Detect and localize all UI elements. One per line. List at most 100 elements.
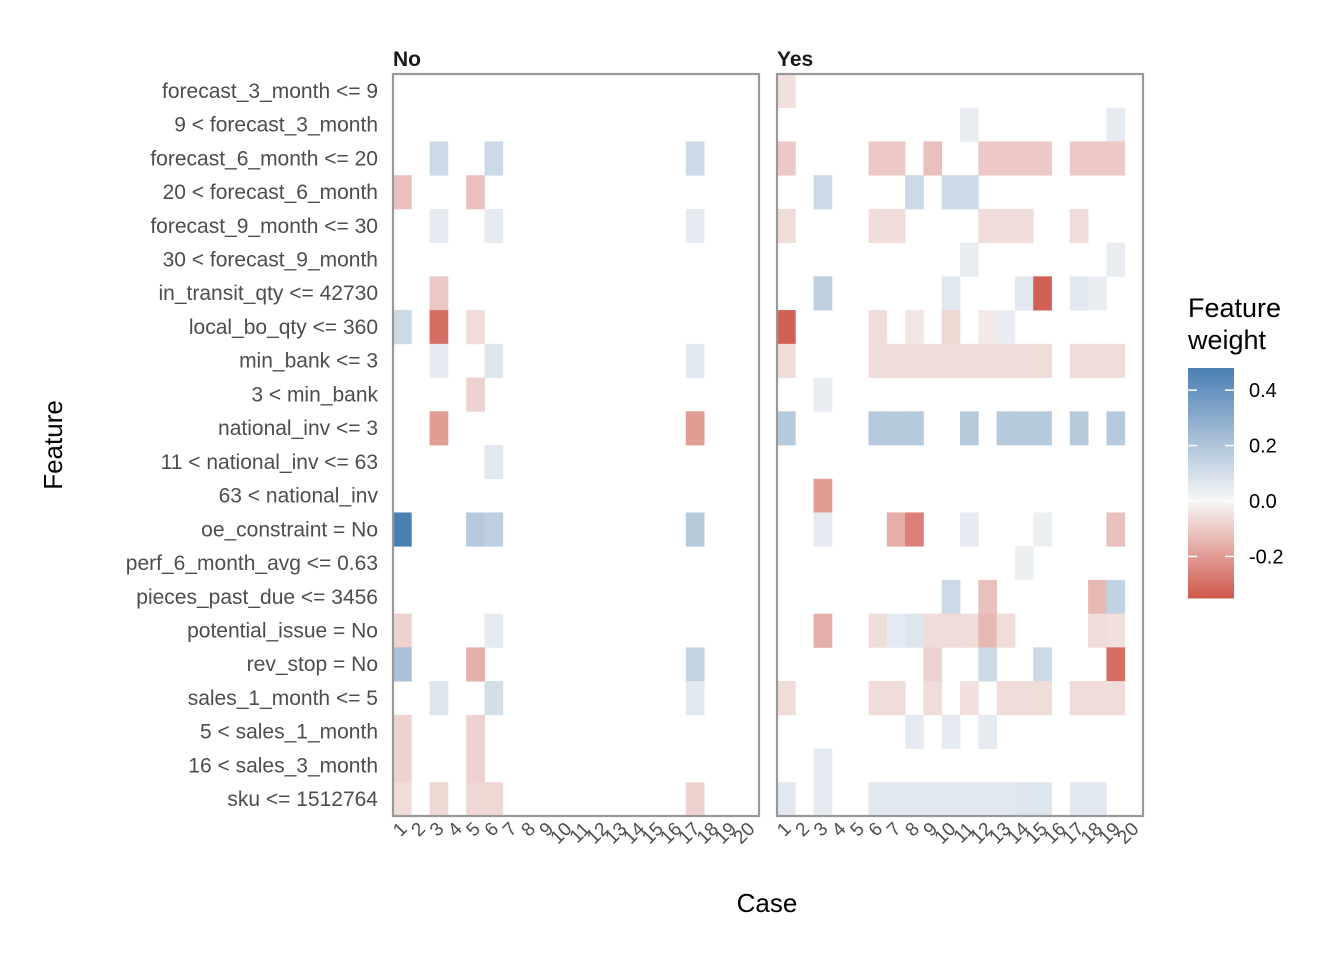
- legend-title-line-2: weight: [1187, 325, 1267, 355]
- feature-label: 16 < sales_3_month: [188, 754, 378, 777]
- heatmap-cell: [685, 681, 705, 716]
- heatmap-cell: [1106, 141, 1126, 176]
- heatmap-cell: [1014, 276, 1034, 311]
- heatmap-cell: [1014, 411, 1034, 446]
- heatmap-cell: [484, 445, 504, 480]
- heatmap-cell: [1106, 681, 1126, 716]
- legend-color-step: [1188, 408, 1234, 411]
- legend-color-step: [1188, 556, 1234, 559]
- heatmap-cell: [484, 208, 504, 244]
- heatmap-cell: [905, 411, 924, 446]
- legend-color-step: [1188, 414, 1234, 417]
- legend-color-step: [1188, 574, 1234, 577]
- heatmap-cell: [960, 411, 979, 446]
- legend-color-step: [1188, 488, 1234, 491]
- legend-color-step: [1188, 390, 1234, 393]
- heatmap-cell: [868, 141, 888, 176]
- heatmap-cell: [1033, 276, 1052, 311]
- legend-color-step: [1188, 526, 1234, 529]
- heatmap-cell: [813, 175, 833, 210]
- heatmap-cell: [466, 512, 485, 547]
- y-axis-title: Feature: [38, 400, 68, 490]
- heatmap-cell: [466, 782, 485, 817]
- x-axis-title: Case: [737, 888, 798, 918]
- legend-color-step: [1188, 474, 1234, 477]
- legend-color-step: [1188, 458, 1234, 461]
- legend-colorbar: [1188, 368, 1234, 599]
- legend-color-step: [1188, 420, 1234, 423]
- legend-color-step: [1188, 494, 1234, 497]
- legend-color-step: [1188, 412, 1234, 415]
- heatmap-cell: [777, 782, 796, 817]
- feature-label: potential_issue = No: [187, 620, 378, 643]
- heatmap-cell: [905, 175, 924, 210]
- heatmap-cell: [484, 141, 504, 176]
- heatmap-cell: [1033, 512, 1052, 547]
- legend-color-step: [1188, 508, 1234, 511]
- heatmap-cell: [996, 681, 1016, 716]
- legend-color-step: [1188, 440, 1234, 443]
- legend-color-step: [1188, 368, 1234, 371]
- legend-color-step: [1188, 562, 1234, 565]
- feature-label: 20 < forecast_6_month: [163, 181, 378, 204]
- heatmap-cell: [996, 613, 1016, 648]
- legend-title-line-1: Feature: [1188, 293, 1281, 323]
- heatmap-cell: [996, 782, 1016, 817]
- heatmap-cell: [1014, 681, 1034, 716]
- heatmap-cell: [941, 613, 961, 648]
- case-tick-label: 8: [518, 819, 540, 841]
- legend-color-step: [1188, 472, 1234, 475]
- legend-color-step: [1188, 466, 1234, 469]
- legend-color-step: [1188, 572, 1234, 575]
- heatmap-cell: [685, 343, 705, 378]
- heatmap-cell: [777, 141, 796, 176]
- heatmap-cell: [777, 411, 796, 446]
- heatmap-cell: [923, 141, 943, 176]
- heatmap-cell: [941, 782, 961, 817]
- legend-color-step: [1188, 584, 1234, 587]
- feature-label: rev_stop = No: [247, 653, 378, 676]
- heatmap-cell: [996, 208, 1016, 244]
- heatmap-cell: [777, 343, 796, 378]
- heatmap-cell: [466, 175, 485, 210]
- heatmap-cell: [960, 613, 979, 648]
- legend-color-step: [1188, 378, 1234, 381]
- legend-color-step: [1188, 398, 1234, 401]
- heatmap-cell: [905, 613, 924, 648]
- heatmap-cell: [886, 613, 906, 648]
- heatmap-cell: [960, 782, 979, 817]
- legend-ticks: 0.4 0.2 0.0 -0.2: [1188, 380, 1283, 568]
- heatmap-cell: [886, 343, 906, 378]
- heatmap-cell: [905, 714, 924, 749]
- heatmap-cell: [978, 579, 997, 615]
- heatmap-cell: [1069, 343, 1089, 378]
- heatmap-cell: [1088, 782, 1107, 817]
- heatmap-cell: [466, 647, 485, 682]
- heatmap-cell: [393, 647, 412, 682]
- heatmap-cell: [429, 681, 449, 716]
- heatmap-cell: [466, 714, 485, 749]
- legend-color-step: [1188, 532, 1234, 535]
- legend-color-step: [1188, 538, 1234, 541]
- heatmap-cell: [393, 613, 412, 648]
- feature-label: forecast_6_month <= 20: [150, 147, 378, 170]
- feature-label: 30 < forecast_9_month: [163, 249, 378, 272]
- heatmap-cell: [905, 343, 924, 378]
- heatmap-cell: [466, 310, 485, 345]
- legend-color-step: [1188, 554, 1234, 557]
- legend-color-step: [1188, 548, 1234, 551]
- heatmap-cell: [996, 343, 1016, 378]
- legend-color-step: [1188, 396, 1234, 399]
- heatmap-cell: [868, 411, 888, 446]
- heatmap-cell: [978, 208, 997, 244]
- legend-color-step: [1188, 568, 1234, 571]
- heatmap-cell: [978, 647, 997, 682]
- legend-color-step: [1188, 392, 1234, 395]
- heatmap-cell: [685, 141, 705, 176]
- heatmap-cell: [1033, 782, 1052, 817]
- case-tick-label: 5: [463, 819, 485, 841]
- panel-yes: Yes: [775, 48, 1145, 818]
- feature-label: national_inv <= 3: [218, 417, 378, 440]
